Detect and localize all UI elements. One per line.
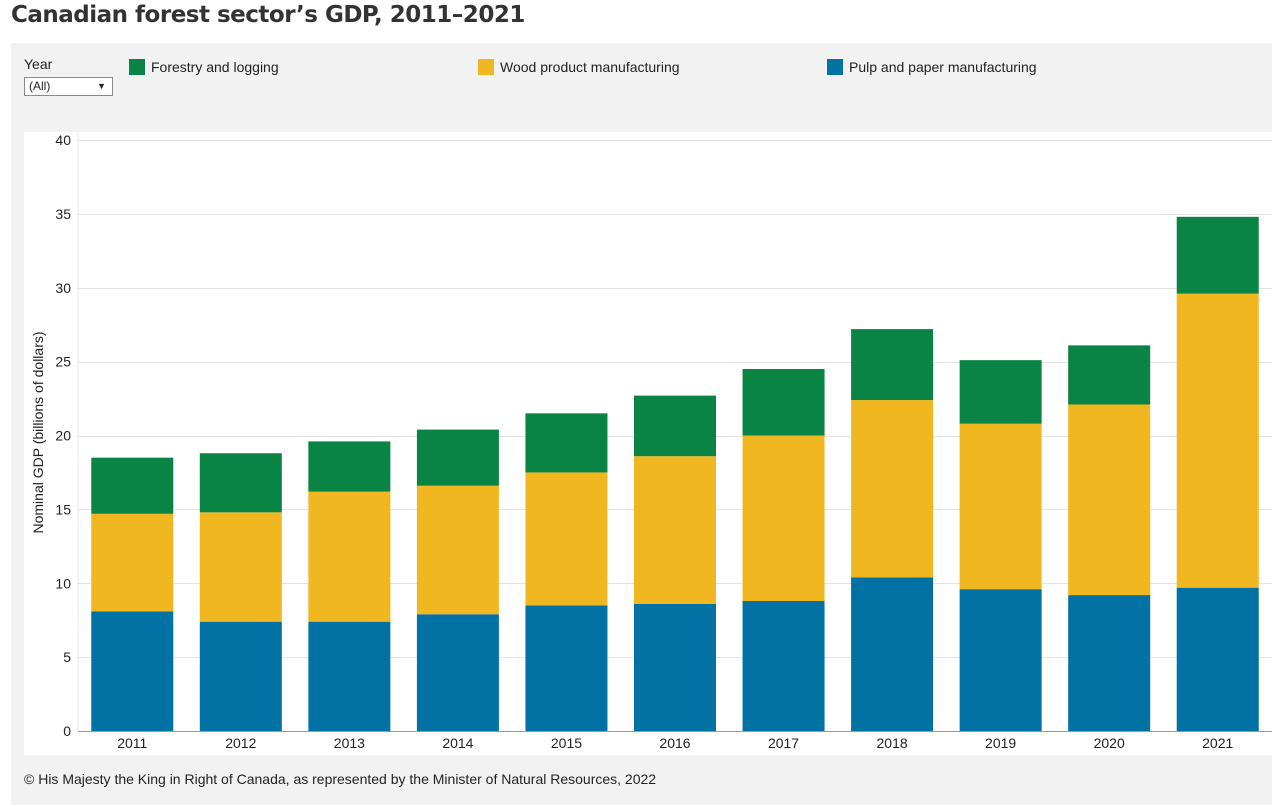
bar-forestry-2017[interactable]: [742, 369, 825, 436]
x-tick-label: 2012: [225, 735, 256, 751]
bar-forestry-2018[interactable]: [851, 329, 934, 401]
bar-pulp-2015[interactable]: [525, 605, 608, 731]
y-tick-label: 30: [55, 280, 71, 296]
x-tick-label: 2020: [1094, 735, 1125, 751]
bar-forestry-2016[interactable]: [634, 395, 716, 457]
y-tick-label: 0: [63, 723, 71, 739]
y-tick-label: 35: [55, 206, 71, 222]
legend-item-forestry[interactable]: Forestry and logging: [129, 59, 279, 75]
bar-wood-2011[interactable]: [91, 513, 174, 612]
bar-pulp-2019[interactable]: [959, 589, 1042, 731]
bar-pulp-2014[interactable]: [416, 614, 499, 731]
legend-item-pulp[interactable]: Pulp and paper manufacturing: [827, 59, 1037, 75]
y-tick-label: 5: [63, 649, 71, 665]
bar-forestry-2011[interactable]: [91, 457, 174, 514]
x-tick-label: 2014: [442, 735, 473, 751]
year-filter-label: Year: [24, 56, 53, 72]
plot-area: 0 5 10 15 20 25 30 35 40 Nominal GDP (billions of…: [24, 132, 1272, 755]
x-tick-label: 2011: [117, 735, 147, 751]
legend-item-wood[interactable]: Wood product manufacturing: [478, 59, 680, 75]
legend-label-wood: Wood product manufacturing: [500, 59, 680, 75]
y-tick-label: 40: [55, 132, 71, 148]
bar-wood-2017[interactable]: [742, 435, 825, 601]
bar-pulp-2018[interactable]: [851, 577, 934, 731]
bar-forestry-2013[interactable]: [308, 441, 391, 492]
bar-forestry-2021[interactable]: [1176, 216, 1259, 294]
bar-pulp-2016[interactable]: [634, 603, 716, 731]
bar-wood-2021[interactable]: [1176, 293, 1259, 588]
legend-label-pulp: Pulp and paper manufacturing: [849, 59, 1037, 75]
bar-forestry-2020[interactable]: [1068, 345, 1151, 405]
x-tick-label: 2013: [334, 735, 365, 751]
y-tick-label: 15: [55, 501, 71, 517]
bar-wood-2013[interactable]: [308, 491, 391, 622]
x-tick-label: 2018: [877, 735, 908, 751]
bar-forestry-2015[interactable]: [525, 413, 608, 473]
bar-forestry-2014[interactable]: [416, 429, 499, 486]
y-tick-label: 25: [55, 354, 71, 370]
x-tick-label: 2015: [551, 735, 582, 751]
legend-swatch-wood: [478, 59, 494, 75]
bar-wood-2014[interactable]: [416, 485, 499, 615]
bar-pulp-2021[interactable]: [1176, 587, 1259, 731]
bar-wood-2020[interactable]: [1068, 404, 1151, 596]
year-filter-select[interactable]: (All) ▼: [24, 77, 113, 96]
x-tick-label: 2021: [1202, 735, 1233, 751]
y-axis-title: Nominal GDP (billions of dollars): [30, 331, 46, 533]
bar-pulp-2011[interactable]: [91, 611, 174, 731]
bar-pulp-2013[interactable]: [308, 621, 391, 731]
bar-wood-2018[interactable]: [851, 400, 934, 578]
bar-pulp-2017[interactable]: [742, 600, 825, 731]
bar-wood-2015[interactable]: [525, 472, 608, 606]
bar-wood-2016[interactable]: [634, 456, 716, 604]
x-tick-label: 2016: [659, 735, 690, 751]
x-tick-label: 2017: [768, 735, 799, 751]
x-tick-label: 2019: [985, 735, 1016, 751]
year-filter-value: (All): [29, 79, 51, 93]
bars: [91, 216, 1259, 731]
y-tick-label: 20: [55, 428, 71, 444]
axes: 0 5 10 15 20 25 30 35 40 Nominal GDP (billions of…: [30, 132, 1272, 751]
copyright-footer: © His Majesty the King in Right of Canad…: [24, 771, 657, 787]
y-tick-label: 10: [55, 575, 71, 591]
legend-swatch-pulp: [827, 59, 843, 75]
legend-swatch-forestry: [129, 59, 145, 75]
bar-forestry-2019[interactable]: [959, 360, 1042, 424]
legend-label-forestry: Forestry and logging: [151, 59, 279, 75]
stacked-bar-chart: 0 5 10 15 20 25 30 35 40 Nominal GDP (billions of…: [30, 132, 1272, 751]
bar-pulp-2020[interactable]: [1068, 595, 1151, 731]
bar-wood-2012[interactable]: [199, 512, 282, 622]
bar-wood-2019[interactable]: [959, 423, 1042, 590]
dropdown-arrow-icon: ▼: [97, 81, 106, 91]
bar-pulp-2012[interactable]: [199, 621, 282, 731]
bar-forestry-2012[interactable]: [199, 453, 282, 513]
chart-title: Canadian forest sector’s GDP, 2011–2021: [11, 2, 525, 28]
